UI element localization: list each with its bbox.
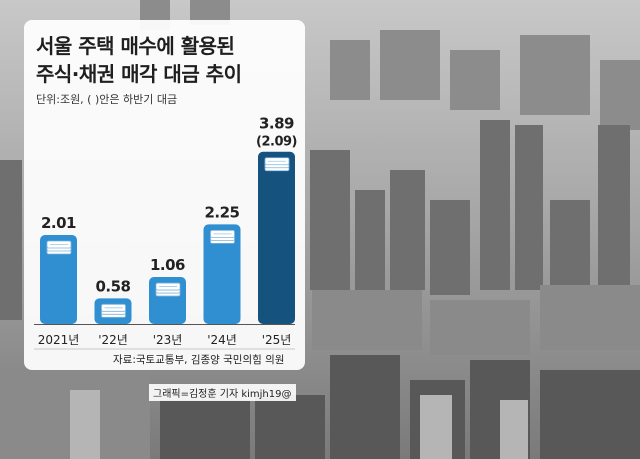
second-half-label: (2.09) xyxy=(256,135,297,150)
money-stack-icon xyxy=(155,282,181,297)
money-stack-icon xyxy=(264,157,290,172)
value-label: 0.58 xyxy=(95,277,130,295)
category-label: 2021년 xyxy=(38,333,80,347)
category-label: '24년 xyxy=(207,333,237,347)
bar xyxy=(258,151,295,324)
value-label: 3.89 xyxy=(259,115,294,133)
category-label: '23년 xyxy=(153,333,183,347)
bar-chart: 2.01 2021년 0.58 '22년 1.06 '23년 2.25 '24년 3.89 (2.… xyxy=(34,115,297,350)
graphic-credit: 그래픽=김정훈 기자 kimjh19@ xyxy=(149,384,296,401)
chart-title: 서울 주택 매수에 활용된 주식·채권 매각 대금 추이 xyxy=(36,32,242,88)
chart-title-line-2: 주식·채권 매각 대금 추이 xyxy=(36,62,242,86)
value-label: 2.01 xyxy=(41,214,76,232)
bar xyxy=(40,234,77,324)
money-stack-icon xyxy=(101,303,126,318)
bar xyxy=(203,224,241,324)
category-label: '22년 xyxy=(98,333,128,347)
value-label: 1.06 xyxy=(150,256,185,274)
chart-title-line-1: 서울 주택 매수에 활용된 xyxy=(36,34,235,58)
source-note: 자료:국토교통부, 김종양 국민의힘 의원 xyxy=(113,354,285,366)
money-stack-icon xyxy=(46,240,72,255)
money-stack-icon xyxy=(210,229,235,244)
value-label: 2.25 xyxy=(204,203,239,221)
category-label: '25년 xyxy=(262,333,292,347)
chart-card: 서울 주택 매수에 활용된 주식·채권 매각 대금 추이 단위:조원, ( )안… xyxy=(24,20,305,370)
unit-note: 단위:조원, ( )안은 하반기 대금 xyxy=(36,93,178,106)
